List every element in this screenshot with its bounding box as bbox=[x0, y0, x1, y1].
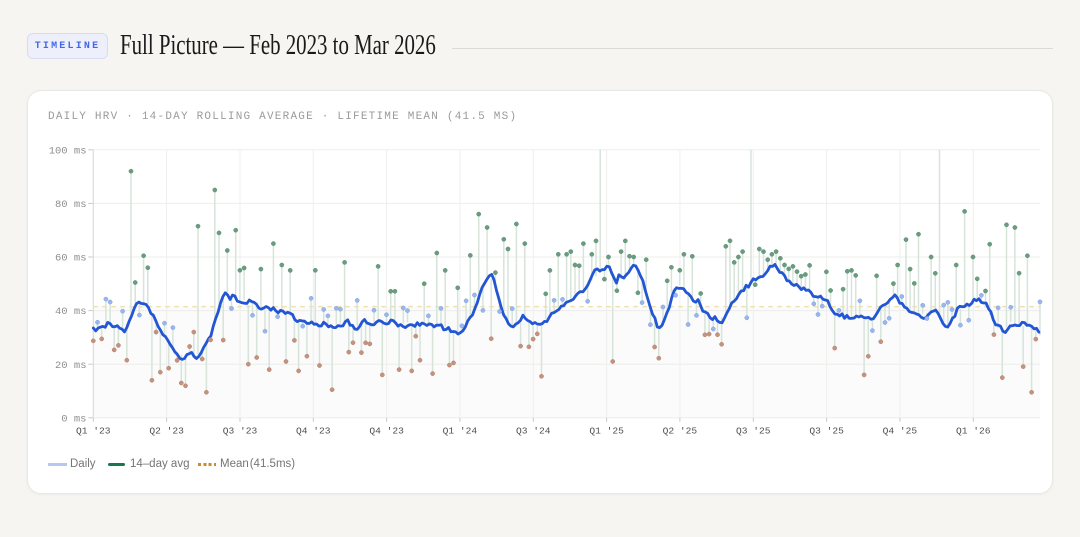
svg-text:100 ms: 100 ms bbox=[49, 145, 87, 157]
svg-text:0 ms: 0 ms bbox=[61, 413, 86, 425]
svg-text:Q3 '25: Q3 '25 bbox=[809, 426, 844, 437]
svg-text:Q1 '24: Q1 '24 bbox=[443, 426, 478, 437]
svg-text:Q1 '25: Q1 '25 bbox=[589, 426, 624, 437]
svg-text:Q2 '25: Q2 '25 bbox=[663, 426, 698, 437]
svg-text:Q3 '23: Q3 '23 bbox=[223, 426, 258, 437]
svg-text:Q4 '23: Q4 '23 bbox=[369, 426, 404, 437]
svg-text:Q1 '26: Q1 '26 bbox=[956, 426, 991, 437]
svg-text:80 ms: 80 ms bbox=[55, 199, 87, 211]
svg-text:Q2 '23: Q2 '23 bbox=[149, 426, 184, 437]
svg-text:Q3 '24: Q3 '24 bbox=[516, 426, 551, 437]
svg-text:60 ms: 60 ms bbox=[55, 253, 87, 265]
svg-text:Q4 '25: Q4 '25 bbox=[883, 426, 918, 437]
svg-text:Q1 '23: Q1 '23 bbox=[76, 426, 111, 437]
svg-text:Q4 '23: Q4 '23 bbox=[296, 426, 331, 437]
svg-text:Q3 '25: Q3 '25 bbox=[736, 426, 771, 437]
svg-text:40 ms: 40 ms bbox=[55, 306, 87, 318]
svg-text:20 ms: 20 ms bbox=[55, 360, 87, 372]
